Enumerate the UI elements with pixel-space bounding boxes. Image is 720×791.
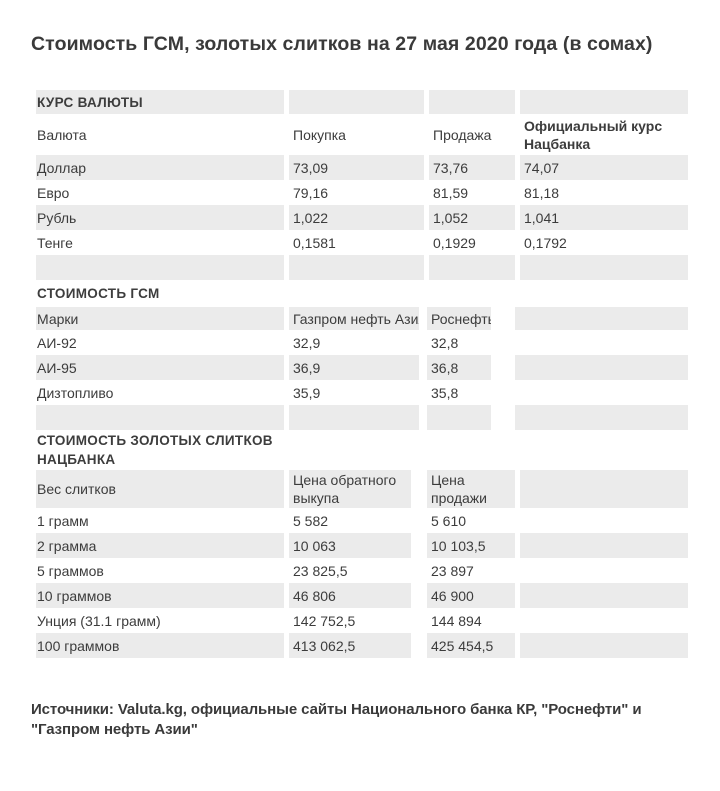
currency-col-header-currency: Валюта — [36, 114, 289, 155]
table-cell: 32,8 — [427, 330, 515, 355]
table-cell: 79,16 — [289, 180, 429, 205]
currency-table: КУРС ВАЛЮТЫ Валюта Покупка Продажа Офици… — [36, 90, 688, 280]
table-cell: 73,09 — [289, 155, 429, 180]
fuel-table: СТОИМОСТЬ ГСМ Марки Газпром нефть Азия Р… — [36, 280, 689, 430]
table-cell: 32,9 — [289, 330, 427, 355]
sources-note: Источники: Valuta.kg, официальные сайты … — [31, 701, 642, 738]
spacer-row — [36, 405, 689, 430]
gold-table: СТОИМОСТЬ ЗОЛОТЫХ СЛИТКОВ НАЦБАНКА Вес с… — [36, 430, 688, 658]
currency-section-title: КУРС ВАЛЮТЫ — [37, 94, 143, 110]
currency-header-row: Валюта Покупка Продажа Официальный курс … — [36, 114, 688, 155]
currency-col-header-buy: Покупка — [289, 114, 429, 155]
table-cell: 100 граммов — [36, 633, 289, 658]
table-cell: 81,59 — [429, 180, 520, 205]
gold-header-row: Вес слитков Цена обратного выкупа Цена п… — [36, 470, 688, 508]
page-title: Стоимость ГСМ, золотых слитков на 27 мая… — [31, 33, 653, 55]
currency-col-header-official-rate: Официальный курс Нацбанка — [524, 117, 663, 152]
table-cell: 5 граммов — [36, 558, 289, 583]
table-cell: 46 806 — [289, 583, 427, 608]
table-cell: 5 582 — [289, 508, 427, 533]
table-cell: 46 900 — [427, 583, 520, 608]
fuel-section-title: СТОИМОСТЬ ГСМ — [37, 286, 160, 301]
gold-section-row: СТОИМОСТЬ ЗОЛОТЫХ СЛИТКОВ НАЦБАНКА — [36, 430, 688, 470]
gold-col-header-weight: Вес слитков — [36, 470, 289, 508]
table-cell: 73,76 — [429, 155, 520, 180]
table-cell: АИ-92 — [36, 330, 289, 355]
fuel-col-header-grade: Марки — [36, 307, 289, 330]
currency-col-header-sell: Продажа — [429, 114, 520, 155]
table-cell: 36,9 — [289, 355, 427, 380]
table-cell: 36,8 — [427, 355, 515, 380]
table-cell: Дизтопливо — [36, 380, 289, 405]
currency-section-row: КУРС ВАЛЮТЫ — [36, 90, 688, 114]
table-row-ai95: АИ-95 36,9 36,8 — [36, 355, 689, 380]
table-cell: 10 граммов — [36, 583, 289, 608]
table-row-diesel: Дизтопливо 35,9 35,8 — [36, 380, 688, 405]
gold-col-header-sale: Цена продажи — [427, 470, 520, 508]
table-cell: 5 610 — [427, 508, 520, 533]
fuel-section-row: СТОИМОСТЬ ГСМ — [36, 280, 688, 307]
table-cell: 0,1929 — [429, 230, 520, 255]
table-cell: АИ-95 — [36, 355, 289, 380]
table-row-tenge: Тенге 0,1581 0,1929 0,1792 — [36, 230, 688, 255]
table-cell: 0,1581 — [289, 230, 429, 255]
table-row-100g: 100 граммов 413 062,5 425 454,5 — [36, 633, 688, 658]
spacer-row — [36, 255, 688, 280]
fuel-col-header-gazprom: Газпром нефть Азия — [289, 307, 427, 330]
table-cell: Доллар — [36, 155, 289, 180]
table-cell: Унция (31.1 грамм) — [36, 608, 289, 633]
table-cell: 35,8 — [427, 380, 515, 405]
table-cell: 1,022 — [289, 205, 429, 230]
table-cell: 35,9 — [289, 380, 427, 405]
table-cell: 0,1792 — [524, 234, 567, 251]
table-row-ruble: Рубль 1,022 1,052 1,041 — [36, 205, 688, 230]
table-row-euro: Евро 79,16 81,59 81,18 — [36, 180, 688, 205]
table-row-10g: 10 граммов 46 806 46 900 — [36, 583, 688, 608]
tables-container: КУРС ВАЛЮТЫ Валюта Покупка Продажа Офици… — [36, 90, 720, 658]
table-row-2g: 2 грамма 10 063 10 103,5 — [36, 533, 688, 558]
table-cell: Тенге — [36, 230, 289, 255]
table-cell: 81,18 — [524, 184, 560, 201]
table-row-1g: 1 грамм 5 582 5 610 — [36, 508, 688, 533]
table-cell: 413 062,5 — [289, 633, 427, 658]
table-cell: Рубль — [36, 205, 289, 230]
table-row-ai92: АИ-92 32,9 32,8 — [36, 330, 688, 355]
table-cell: 10 063 — [289, 533, 427, 558]
table-cell: 1 грамм — [36, 508, 289, 533]
table-row-5g: 5 граммов 23 825,5 23 897 — [36, 558, 688, 583]
table-row-dollar: Доллар 73,09 73,76 74,07 — [36, 155, 688, 180]
fuel-header-row: Марки Газпром нефть Азия Роснефть — [36, 307, 689, 330]
table-cell: 23 825,5 — [289, 558, 427, 583]
table-row-ounce: Унция (31.1 грамм) 142 752,5 144 894 — [36, 608, 688, 633]
table-cell: 1,052 — [429, 205, 520, 230]
table-cell: 425 454,5 — [427, 633, 520, 658]
gold-section-title: СТОИМОСТЬ ЗОЛОТЫХ СЛИТКОВ НАЦБАНКА — [37, 433, 273, 467]
fuel-col-header-rosneft: Роснефть — [427, 307, 515, 330]
table-cell: 74,07 — [520, 155, 688, 180]
table-cell: 144 894 — [427, 608, 520, 633]
table-cell: 2 грамма — [36, 533, 289, 558]
table-cell: 23 897 — [427, 558, 520, 583]
table-cell: 1,041 — [520, 205, 688, 230]
table-cell: Евро — [36, 180, 289, 205]
table-cell: 10 103,5 — [427, 533, 520, 558]
table-cell: 142 752,5 — [289, 608, 427, 633]
gold-col-header-buyback: Цена обратного выкупа — [289, 470, 427, 508]
